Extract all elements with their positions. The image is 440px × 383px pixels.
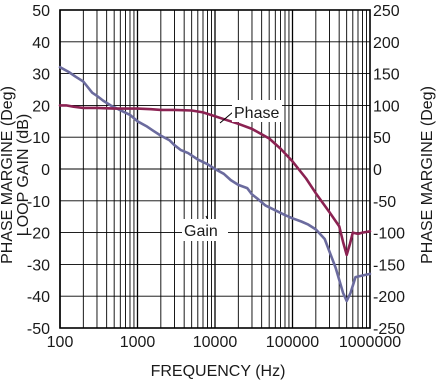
y-tick-label-left: 30 (32, 67, 50, 84)
y-tick-label-left: 0 (41, 162, 50, 179)
y-tick-label-left: 50 (32, 3, 50, 20)
y-tick-label-right: 250 (373, 3, 400, 20)
phase-line (58, 104, 372, 257)
y-tick-label-right: 0 (373, 162, 382, 179)
x-tick-label: 1000 (120, 334, 156, 351)
y-tick-label-right: -150 (373, 257, 405, 274)
tick-labels: 100 1000 10000 100000 100000050403020100-10-… (27, 3, 405, 351)
y-tick-label-right: 100 (373, 98, 400, 115)
series-lines (58, 65, 372, 303)
y-axis-title-right: PHASE MARGINE (Deg) (419, 86, 436, 264)
y-tick-label-left: 20 (32, 98, 50, 115)
annotations: Phase Gain (182, 100, 282, 241)
plot-frame (59, 9, 371, 329)
x-axis-title: FREQUENCY (Hz) (151, 363, 286, 380)
y-tick-label-right: -250 (373, 321, 405, 338)
phase-label-bg (232, 100, 282, 122)
y-tick-label-right: -100 (373, 226, 405, 243)
x-tick-label: 10000 (193, 334, 238, 351)
y-tick-label-right: -200 (373, 289, 405, 306)
y-tick-label-right: 200 (373, 35, 400, 52)
y-tick-label-left: -50 (27, 321, 50, 338)
y-tick-label-left: -40 (27, 289, 50, 306)
x-tick-label: 100 (47, 334, 74, 351)
y-tick-label-left: -10 (27, 194, 50, 211)
y-axis-title-left: LOOP GAIN (dB) (15, 114, 32, 236)
gain-label-bg (182, 219, 228, 241)
y-tick-label-left: 40 (32, 35, 50, 52)
x-tick-label: 1000000 (339, 334, 401, 351)
y-tick-label-right: 50 (373, 130, 391, 147)
x-tick-label: 100000 (266, 334, 319, 351)
y-tick-label-left: -20 (27, 226, 50, 243)
phase-label: Phase (234, 105, 279, 122)
y-tick-label-right: 150 (373, 67, 400, 84)
y-tick-label-right: -50 (373, 194, 396, 211)
phase-label-leader (219, 111, 234, 124)
gain-line (58, 65, 372, 303)
y-tick-label-left: 10 (32, 130, 50, 147)
y-axis-title-overlay: PHASE MARGINE (Deg) (0, 86, 16, 264)
y-tick-label-left: -30 (27, 257, 50, 274)
gain-label: Gain (184, 223, 218, 240)
